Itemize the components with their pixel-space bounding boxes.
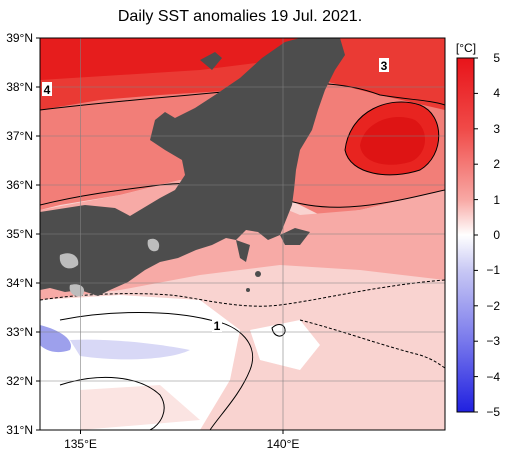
contour-label: 4 (44, 83, 51, 97)
lat-label: 38°N (6, 80, 33, 94)
contour-labels: 4 3 1 (42, 58, 389, 333)
colorbar-tick: 4 (493, 86, 500, 100)
lat-label: 32°N (6, 374, 33, 388)
lat-label: 36°N (6, 178, 33, 192)
map-title: Daily SST anomalies 19 Jul. 2021. (117, 8, 363, 25)
lat-label: 33°N (6, 325, 33, 339)
lat-label: 39°N (6, 31, 33, 45)
colorbar-tick: 5 (493, 51, 500, 65)
colorbar-tick: −1 (486, 263, 500, 277)
colorbar-ramp (456, 57, 475, 413)
lon-label: 140°E (267, 437, 300, 451)
land-honshu (40, 38, 345, 296)
latitude-labels: 39°N 38°N 37°N 36°N 35°N 34°N 33°N 32°N … (6, 31, 33, 437)
lat-label: 31°N (6, 423, 33, 437)
graticule (40, 38, 445, 430)
colorbar-tick: −5 (486, 405, 500, 419)
colorbar-tick: −2 (486, 299, 500, 313)
colorbar: [°C] 5 4 3 2 1 0 −1 −2 −3 −4 −5 (456, 41, 500, 419)
contour-label: 1 (214, 319, 221, 333)
colorbar-tick: −4 (486, 370, 500, 384)
colorbar-unit: [°C] (456, 41, 476, 55)
colorbar-tick: 0 (493, 228, 500, 242)
colorbar-tick: 3 (493, 122, 500, 136)
longitude-labels: 135°E 140°E (64, 437, 299, 451)
lon-label: 135°E (64, 437, 97, 451)
contour-label: 3 (381, 59, 388, 73)
lat-label: 34°N (6, 276, 33, 290)
lat-label: 37°N (6, 129, 33, 143)
colorbar-tick: 2 (493, 157, 500, 171)
lat-label: 35°N (6, 227, 33, 241)
colorbar-tick: 1 (493, 193, 500, 207)
colorbar-tick: −3 (486, 334, 500, 348)
